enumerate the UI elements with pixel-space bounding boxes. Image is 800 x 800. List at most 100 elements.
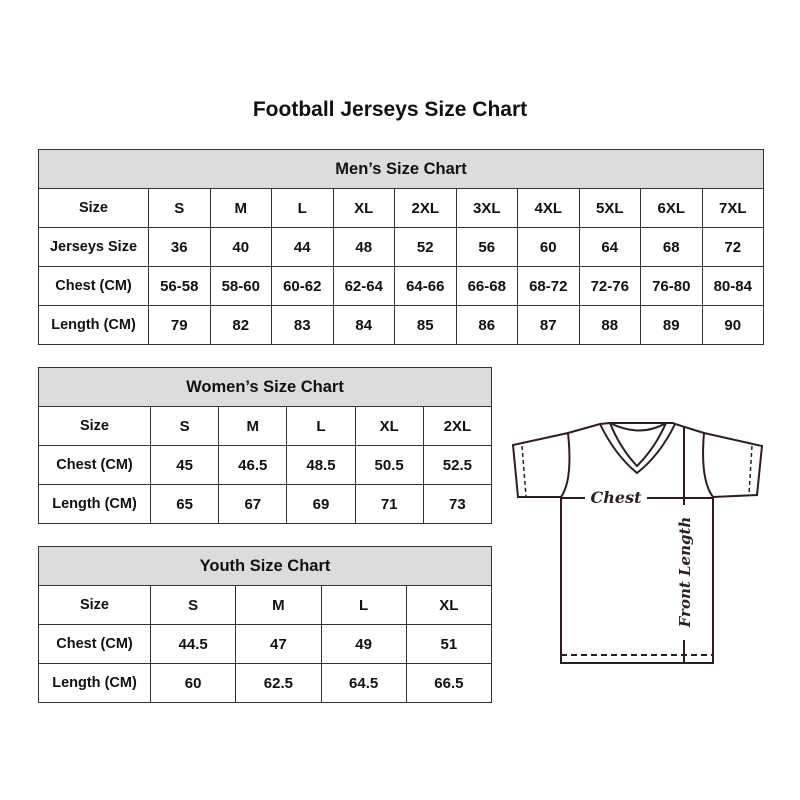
table-cell: 3XL xyxy=(455,188,518,228)
collar xyxy=(599,422,676,475)
table-cell: 76-80 xyxy=(640,266,703,306)
table-cell: 56 xyxy=(455,227,518,267)
table-cell: 80-84 xyxy=(701,266,764,306)
table-cell: 4XL xyxy=(517,188,580,228)
table-cell: 73 xyxy=(422,484,493,524)
table-cell: 68 xyxy=(640,227,703,267)
table-cell: 48.5 xyxy=(286,445,356,485)
table-cell: 45 xyxy=(149,445,220,485)
table-row: Length (CM) 79 82 83 84 85 86 87 88 89 90 xyxy=(38,305,764,345)
table-cell: 65 xyxy=(149,484,220,524)
table-cell: 89 xyxy=(640,305,703,345)
table-cell: L xyxy=(320,585,407,625)
table-cell: 49 xyxy=(320,624,407,664)
table-cell: 7XL xyxy=(701,188,764,228)
table-cell: 64-66 xyxy=(394,266,457,306)
table-cell: 5XL xyxy=(578,188,641,228)
table-cell: 66-68 xyxy=(455,266,518,306)
sleeve-dashed xyxy=(521,445,753,497)
table-cell: 56-58 xyxy=(148,266,211,306)
table-cell: L xyxy=(271,188,334,228)
table-cell: XL xyxy=(354,406,424,446)
row-label: Length (CM) xyxy=(38,484,151,524)
table-row: Chest (CM) 56-58 58-60 60-62 62-64 64-66 66-68… xyxy=(38,266,764,306)
row-label: Chest (CM) xyxy=(38,624,151,664)
table-cell: 2XL xyxy=(394,188,457,228)
table-heading: Women’s Size Chart xyxy=(38,367,492,407)
table-row: Size S M L XL 2XL 3XL 4XL 5XL 6XL 7XL xyxy=(38,188,764,228)
table-cell: XL xyxy=(332,188,395,228)
table-cell: 46.5 xyxy=(218,445,288,485)
row-label: Length (CM) xyxy=(38,663,151,703)
table-cell: S xyxy=(149,406,220,446)
table-cell: S xyxy=(149,585,237,625)
table-cell: 86 xyxy=(455,305,518,345)
row-label: Chest (CM) xyxy=(38,266,149,306)
table-cell: 52 xyxy=(394,227,457,267)
table-row: Length (CM) 60 62.5 64.5 66.5 xyxy=(38,663,493,703)
table-cell: 72 xyxy=(701,227,764,267)
row-label: Size xyxy=(38,406,151,446)
table-cell: 60 xyxy=(517,227,580,267)
row-label: Size xyxy=(38,188,149,228)
table-cell: M xyxy=(209,188,272,228)
table-cell: 64.5 xyxy=(320,663,407,703)
table-cell: 60-62 xyxy=(271,266,334,306)
table-row: Size S M L XL xyxy=(38,585,493,625)
table-cell: S xyxy=(148,188,211,228)
table-cell: 51 xyxy=(405,624,493,664)
table-cell: 88 xyxy=(578,305,641,345)
table-row: Size S M L XL 2XL xyxy=(38,406,493,446)
table-cell: 48 xyxy=(332,227,395,267)
table-header-row: Men’s Size Chart xyxy=(38,149,764,189)
table-cell: 36 xyxy=(148,227,211,267)
jersey-diagram: Chest Front Length xyxy=(511,422,764,664)
table-cell: 52.5 xyxy=(422,445,493,485)
table-cell: M xyxy=(235,585,322,625)
table-cell: 87 xyxy=(517,305,580,345)
table-cell: 71 xyxy=(354,484,424,524)
table-cell: L xyxy=(286,406,356,446)
table-cell: 82 xyxy=(209,305,272,345)
table-header-row: Youth Size Chart xyxy=(38,546,492,586)
table-cell: 40 xyxy=(209,227,272,267)
table-cell: 90 xyxy=(701,305,764,345)
table-cell: 60 xyxy=(149,663,237,703)
table-cell: 67 xyxy=(218,484,288,524)
row-label: Jerseys Size xyxy=(38,227,149,267)
table-cell: 50.5 xyxy=(354,445,424,485)
table-heading: Youth Size Chart xyxy=(38,546,492,586)
table-cell: 79 xyxy=(148,305,211,345)
table-cell: 62-64 xyxy=(332,266,395,306)
table-cell: 44 xyxy=(271,227,334,267)
table-row: Chest (CM) 45 46.5 48.5 50.5 52.5 xyxy=(38,445,493,485)
table-cell: 66.5 xyxy=(405,663,493,703)
page-title: Football Jerseys Size Chart xyxy=(252,98,528,121)
table-cell: 85 xyxy=(394,305,457,345)
chest-label: Chest xyxy=(591,488,643,507)
table-row: Chest (CM) 44.5 47 49 51 xyxy=(38,624,493,664)
front-length-label: Front Length xyxy=(676,517,694,629)
table-cell: 68-72 xyxy=(517,266,580,306)
table-row: Jerseys Size 36 40 44 48 52 56 60 64 68 72 xyxy=(38,227,764,267)
row-label: Size xyxy=(38,585,151,625)
table-cell: 2XL xyxy=(422,406,493,446)
womens-size-table: Women’s Size Chart Size S M L XL 2XL Chest (CM)… xyxy=(38,367,493,524)
table-cell: 47 xyxy=(235,624,322,664)
jersey-outline xyxy=(511,422,764,664)
table-cell: 44.5 xyxy=(149,624,237,664)
mens-size-table: Men’s Size Chart Size S M L XL 2XL 3XL 4XL 5XL 6XL… xyxy=(38,149,764,345)
table-row: Length (CM) 65 67 69 71 73 xyxy=(38,484,493,524)
table-cell: 6XL xyxy=(640,188,703,228)
row-label: Length (CM) xyxy=(38,305,149,345)
table-cell: M xyxy=(218,406,288,446)
table-cell: 83 xyxy=(271,305,334,345)
table-cell: 84 xyxy=(332,305,395,345)
row-label: Chest (CM) xyxy=(38,445,151,485)
table-heading: Men’s Size Chart xyxy=(38,149,764,189)
youth-size-table: Youth Size Chart Size S M L XL Chest (CM) 44.5 4… xyxy=(38,546,493,703)
table-header-row: Women’s Size Chart xyxy=(38,367,492,407)
table-cell: 62.5 xyxy=(235,663,322,703)
table-cell: 69 xyxy=(286,484,356,524)
table-cell: 58-60 xyxy=(209,266,272,306)
